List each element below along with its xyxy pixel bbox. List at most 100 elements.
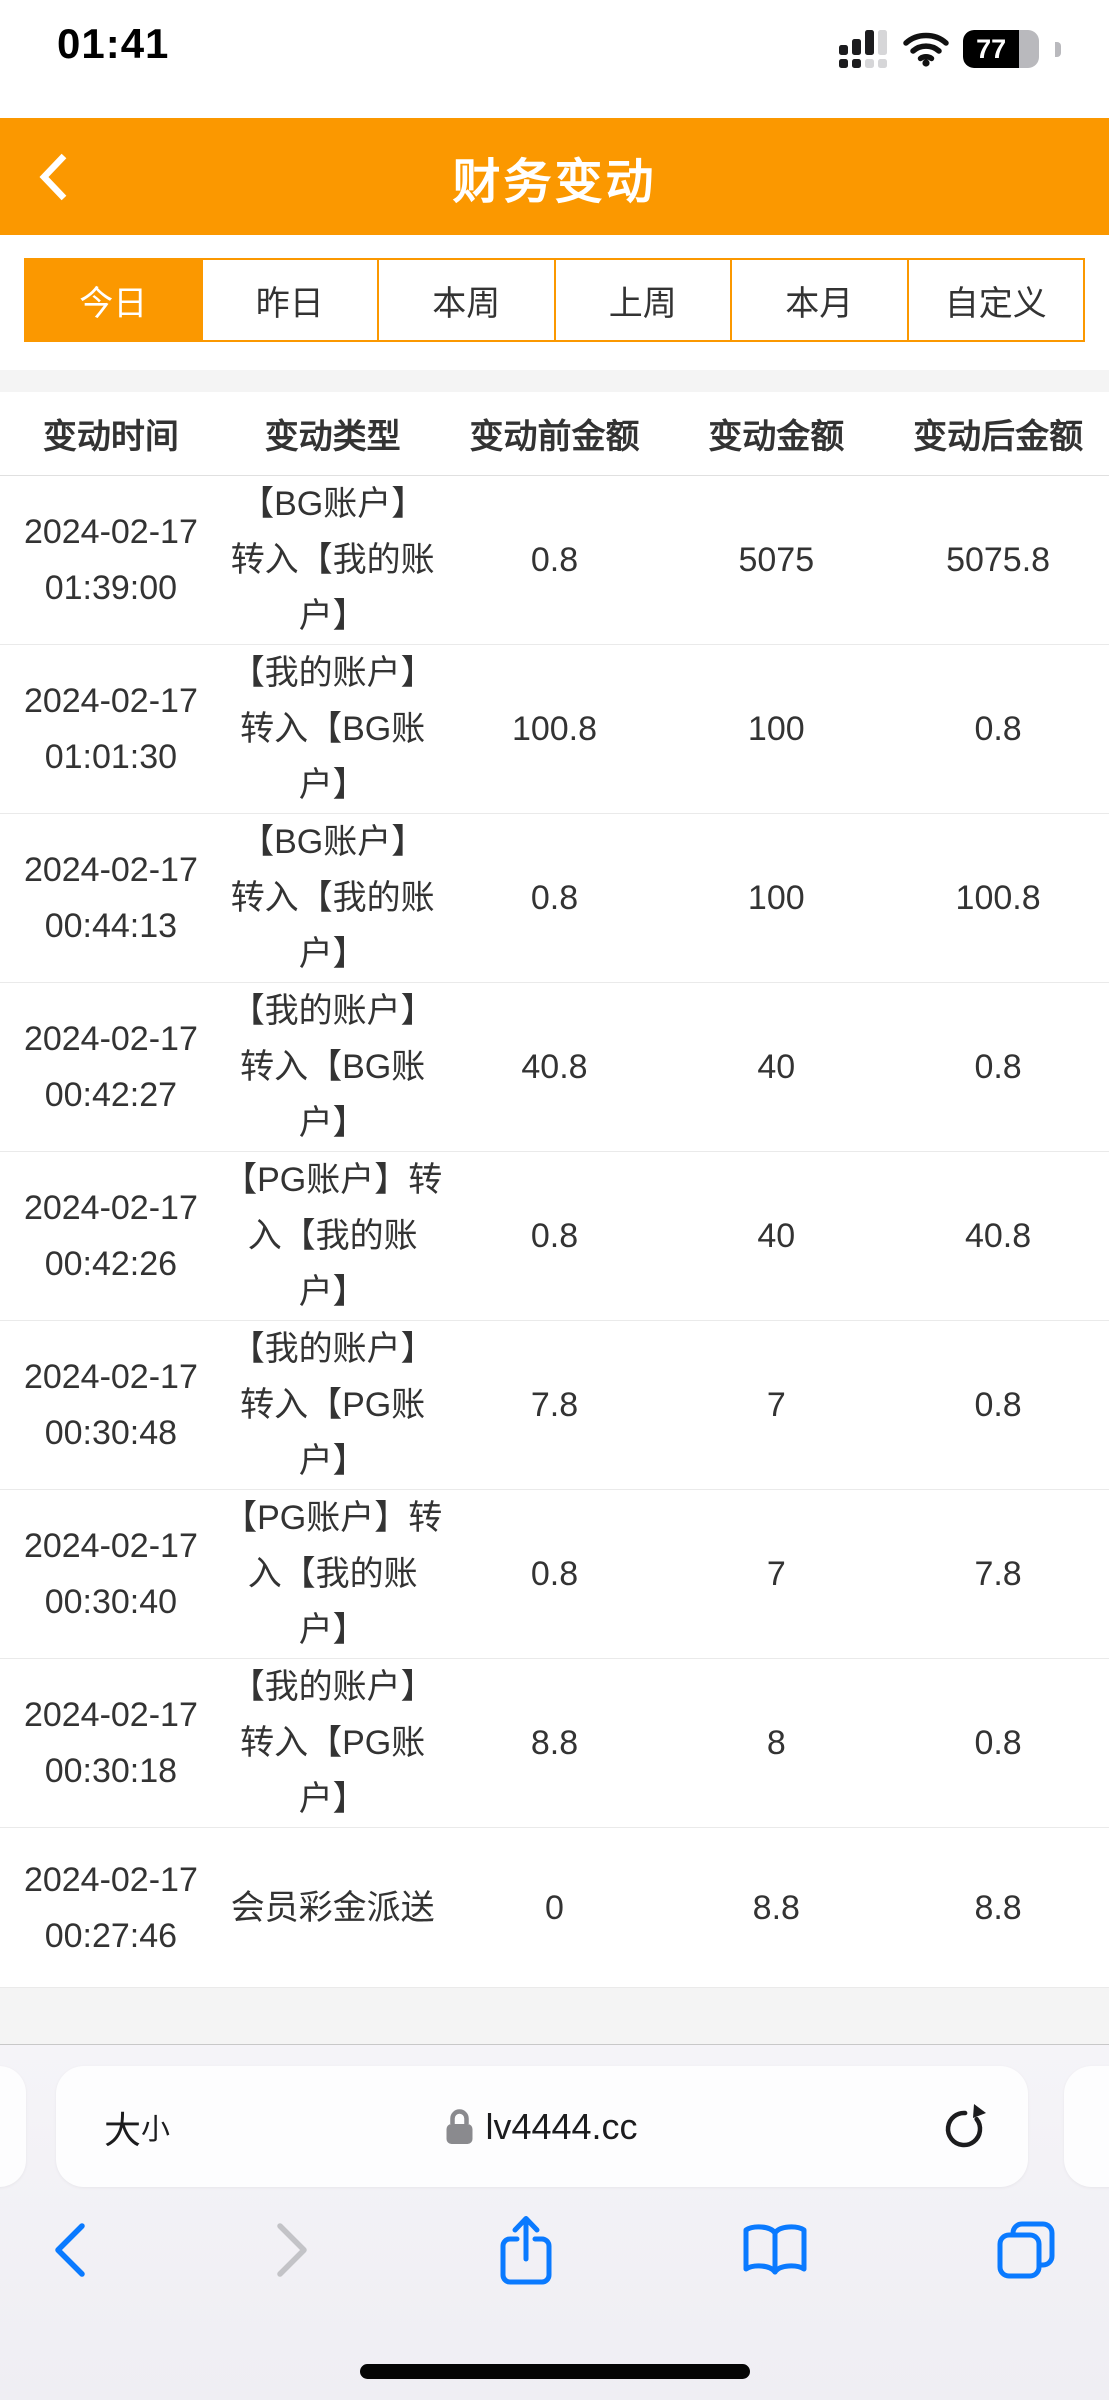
- reload-icon: [945, 2103, 986, 2147]
- cell-amount: 8.8: [752, 1888, 800, 1927]
- column-header: 变动金额: [708, 418, 845, 456]
- browser-back-button[interactable]: [52, 2220, 88, 2280]
- cell-amount: 7: [766, 1386, 786, 1424]
- url-bar-row: 大小 lv4444.cc: [0, 2066, 1109, 2187]
- tabs-icon: [997, 2221, 1055, 2278]
- cell-after: 5075.8: [946, 541, 1051, 579]
- chevron-left-icon: [39, 153, 67, 200]
- cell-after: 8.8: [974, 1888, 1022, 1927]
- column-header: 变动前金额: [469, 418, 640, 456]
- column-header: 变动时间: [42, 418, 179, 456]
- cell-time: 2024-02-17 00:42:26: [23, 1189, 198, 1283]
- cell-after: 0.8: [974, 1724, 1022, 1762]
- filter-tab-1[interactable]: 昨日: [200, 258, 379, 342]
- filter-tab-2[interactable]: 本周: [377, 258, 556, 342]
- url-text: lv4444.cc: [485, 2105, 638, 2147]
- cell-time: 2024-02-17 01:39:00: [23, 513, 198, 607]
- status-bar: 01:41 77: [0, 0, 1109, 118]
- cell-amount: 7: [766, 1555, 786, 1593]
- cell-amount: 40: [757, 1048, 796, 1086]
- cell-type: 【PG账户】转 入【我的账 户】: [223, 1161, 443, 1311]
- transaction-table: 2024-02-17 01:39:00 【BG账户】 转入【我的账 户】 0.8 50…: [0, 476, 1109, 1988]
- cell-time: 2024-02-17 00:27:46: [23, 1860, 198, 1955]
- cell-after: 100.8: [955, 879, 1041, 917]
- cell-time: 2024-02-17 00:30:40: [23, 1527, 198, 1621]
- browser-forward-button[interactable]: [274, 2220, 310, 2280]
- cell-amount: 5075: [738, 541, 815, 579]
- forward-chevron-icon: [277, 2222, 307, 2277]
- cell-amount: 100: [747, 879, 805, 917]
- battery-icon: 77: [963, 30, 1039, 68]
- table-row: 2024-02-17 01:39:00 【BG账户】 转入【我的账 户】 0.8 50…: [0, 476, 1109, 645]
- cell-before: 0.8: [530, 1217, 579, 1255]
- lock-icon: [446, 2108, 473, 2144]
- cell-type: 【我的账户】 转入【BG账 户】: [230, 654, 435, 804]
- column-header: 变动后金额: [913, 418, 1084, 456]
- filter-tab-3[interactable]: 上周: [553, 258, 732, 342]
- cell-after: 0.8: [974, 710, 1022, 748]
- cell-before: 7.8: [530, 1386, 579, 1424]
- page-title: 财务变动: [452, 155, 657, 209]
- cell-before: 0: [545, 1888, 564, 1927]
- table-row: 2024-02-17 00:30:40 【PG账户】转 入【我的账 户】 0.8 7 7…: [0, 1490, 1109, 1659]
- cell-before: 0.8: [530, 1555, 579, 1593]
- home-indicator[interactable]: [359, 2364, 750, 2379]
- cell-type: 【BG账户】 转入【我的账 户】: [230, 485, 435, 635]
- cell-time: 2024-02-17 00:30:18: [23, 1696, 198, 1790]
- table-row: 2024-02-17 00:44:13 【BG账户】 转入【我的账 户】 0.8 10…: [0, 814, 1109, 983]
- cell-amount: 40: [757, 1217, 796, 1255]
- safari-chrome: 大小 lv4444.cc: [0, 2044, 1109, 2400]
- table-row: 2024-02-17 00:30:48 【我的账户】 转入【PG账 户】 7.8 7 0…: [0, 1321, 1109, 1490]
- app-header: 财务变动: [0, 118, 1109, 235]
- cell-type: 【PG账户】转 入【我的账 户】: [223, 1499, 443, 1649]
- table-row: 2024-02-17 00:42:27 【我的账户】 转入【BG账 户】 40.8 4…: [0, 983, 1109, 1152]
- text-size-button[interactable]: 大小: [104, 2109, 171, 2151]
- share-button[interactable]: [496, 2213, 556, 2287]
- back-button[interactable]: [38, 118, 68, 235]
- cell-before: 0.8: [530, 541, 579, 579]
- cell-time: 2024-02-17 00:44:13: [23, 851, 198, 945]
- cell-before: 40.8: [521, 1048, 588, 1086]
- adjacent-tab-card-right[interactable]: [1064, 2066, 1109, 2187]
- cell-type: 【我的账户】 转入【PG账 户】: [230, 1330, 435, 1480]
- page-bottom-area: [0, 1988, 1109, 2044]
- separator-band: [0, 370, 1109, 392]
- tabs-button[interactable]: [995, 2219, 1057, 2281]
- reload-button[interactable]: [942, 2066, 988, 2187]
- adjacent-tab-card-left[interactable]: [0, 2066, 26, 2187]
- table-row: 2024-02-17 00:42:26 【PG账户】转 入【我的账 户】 0.8 40…: [0, 1152, 1109, 1321]
- safari-toolbar: [52, 2197, 1057, 2302]
- status-icons: 77: [839, 28, 1061, 70]
- cell-before: 8.8: [530, 1724, 579, 1762]
- filter-tab-0[interactable]: 今日: [24, 258, 203, 342]
- date-filter-tabs: 今日 昨日 本周 上周 本月 自定义: [24, 258, 1085, 342]
- cellular-signal-icon: [839, 30, 887, 68]
- bookmarks-button[interactable]: [741, 2222, 809, 2278]
- cell-type: 会员彩金派送: [230, 1888, 435, 1927]
- filter-tab-4[interactable]: 本月: [730, 258, 909, 342]
- cell-amount: 100: [747, 710, 805, 748]
- cell-time: 2024-02-17 01:01:30: [23, 682, 198, 776]
- cell-after: 40.8: [964, 1217, 1032, 1255]
- table-header-row: 变动时间 变动类型 变动前金额 变动金额 变动后金额: [0, 392, 1109, 476]
- back-chevron-icon: [55, 2222, 85, 2277]
- share-icon: [500, 2215, 551, 2284]
- cell-time: 2024-02-17 00:30:48: [23, 1358, 198, 1452]
- cell-after: 0.8: [974, 1386, 1022, 1424]
- cell-before: 0.8: [530, 879, 579, 917]
- address-bar[interactable]: 大小 lv4444.cc: [56, 2066, 1028, 2187]
- filter-tab-5[interactable]: 自定义: [906, 258, 1085, 342]
- cell-before: 100.8: [511, 710, 598, 748]
- clock: 01:41: [57, 20, 170, 67]
- cell-type: 【BG账户】 转入【我的账 户】: [230, 823, 435, 973]
- table-row: 2024-02-17 00:30:18 【我的账户】 转入【PG账 户】 8.8 8 0…: [0, 1659, 1109, 1828]
- book-icon: [743, 2223, 807, 2274]
- cell-after: 0.8: [974, 1048, 1022, 1086]
- table-row: 2024-02-17 01:01:30 【我的账户】 转入【BG账 户】 100.8…: [0, 645, 1109, 814]
- cell-after: 7.8: [974, 1555, 1022, 1593]
- cell-amount: 8: [766, 1724, 786, 1762]
- battery-nub: [1055, 41, 1061, 57]
- column-header: 变动类型: [264, 418, 401, 456]
- cell-type: 【我的账户】 转入【PG账 户】: [230, 1668, 435, 1818]
- cell-type: 【我的账户】 转入【BG账 户】: [230, 992, 435, 1142]
